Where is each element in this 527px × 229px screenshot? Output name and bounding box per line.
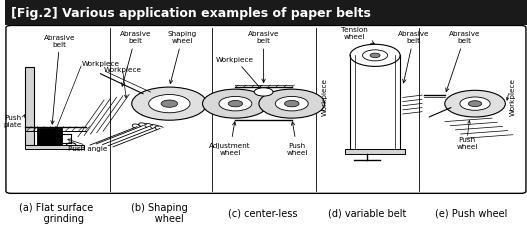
Circle shape (275, 97, 308, 112)
Circle shape (350, 45, 400, 67)
Text: Tension
wheel: Tension wheel (341, 27, 374, 45)
Circle shape (460, 98, 490, 111)
Text: (c) center-less: (c) center-less (228, 207, 298, 218)
Circle shape (254, 88, 273, 97)
Circle shape (228, 101, 242, 107)
Text: Abrasive
belt: Abrasive belt (44, 35, 75, 125)
Bar (25, 145, 84, 150)
Text: Abrasive
belt: Abrasive belt (120, 31, 151, 87)
Text: Workpiece: Workpiece (82, 61, 120, 67)
Text: Adjustment
wheel: Adjustment wheel (209, 122, 251, 155)
Circle shape (132, 88, 207, 121)
Circle shape (259, 90, 325, 119)
Circle shape (219, 97, 252, 112)
Text: Push
wheel: Push wheel (456, 137, 478, 150)
Circle shape (285, 101, 299, 107)
Text: Abrasive
belt: Abrasive belt (398, 31, 430, 83)
Text: Workpiece: Workpiece (322, 77, 328, 115)
Text: Push angle: Push angle (67, 145, 107, 151)
Text: Abrasive
belt: Abrasive belt (446, 31, 480, 92)
Circle shape (202, 90, 268, 119)
Text: Push
wheel: Push wheel (286, 122, 308, 155)
Text: (e) Push wheel: (e) Push wheel (435, 207, 508, 218)
Text: Abrasive
belt: Abrasive belt (248, 31, 279, 83)
Text: (b) Shaping
      wheel: (b) Shaping wheel (131, 202, 188, 223)
Text: (a) Flat surface
     grinding: (a) Flat surface grinding (19, 202, 93, 223)
Text: [Fig.2] Various application examples of paper belts: [Fig.2] Various application examples of … (11, 7, 371, 20)
Circle shape (469, 101, 482, 107)
Bar (25, 68, 34, 145)
Circle shape (161, 101, 178, 108)
Text: (d) variable belt: (d) variable belt (327, 207, 406, 218)
Text: Workpiece: Workpiece (510, 77, 516, 115)
FancyBboxPatch shape (6, 26, 526, 194)
Text: Shaping
wheel: Shaping wheel (168, 31, 197, 84)
Text: Push
plate: Push plate (4, 115, 22, 128)
Circle shape (363, 51, 387, 62)
Bar (5, 0, 527, 26)
Text: Workpiece: Workpiece (103, 67, 141, 73)
Bar (37, 128, 62, 145)
Text: Workpiece: Workpiece (216, 57, 261, 90)
Circle shape (370, 54, 380, 58)
Circle shape (445, 91, 505, 117)
Bar (345, 149, 405, 154)
Circle shape (149, 95, 190, 113)
